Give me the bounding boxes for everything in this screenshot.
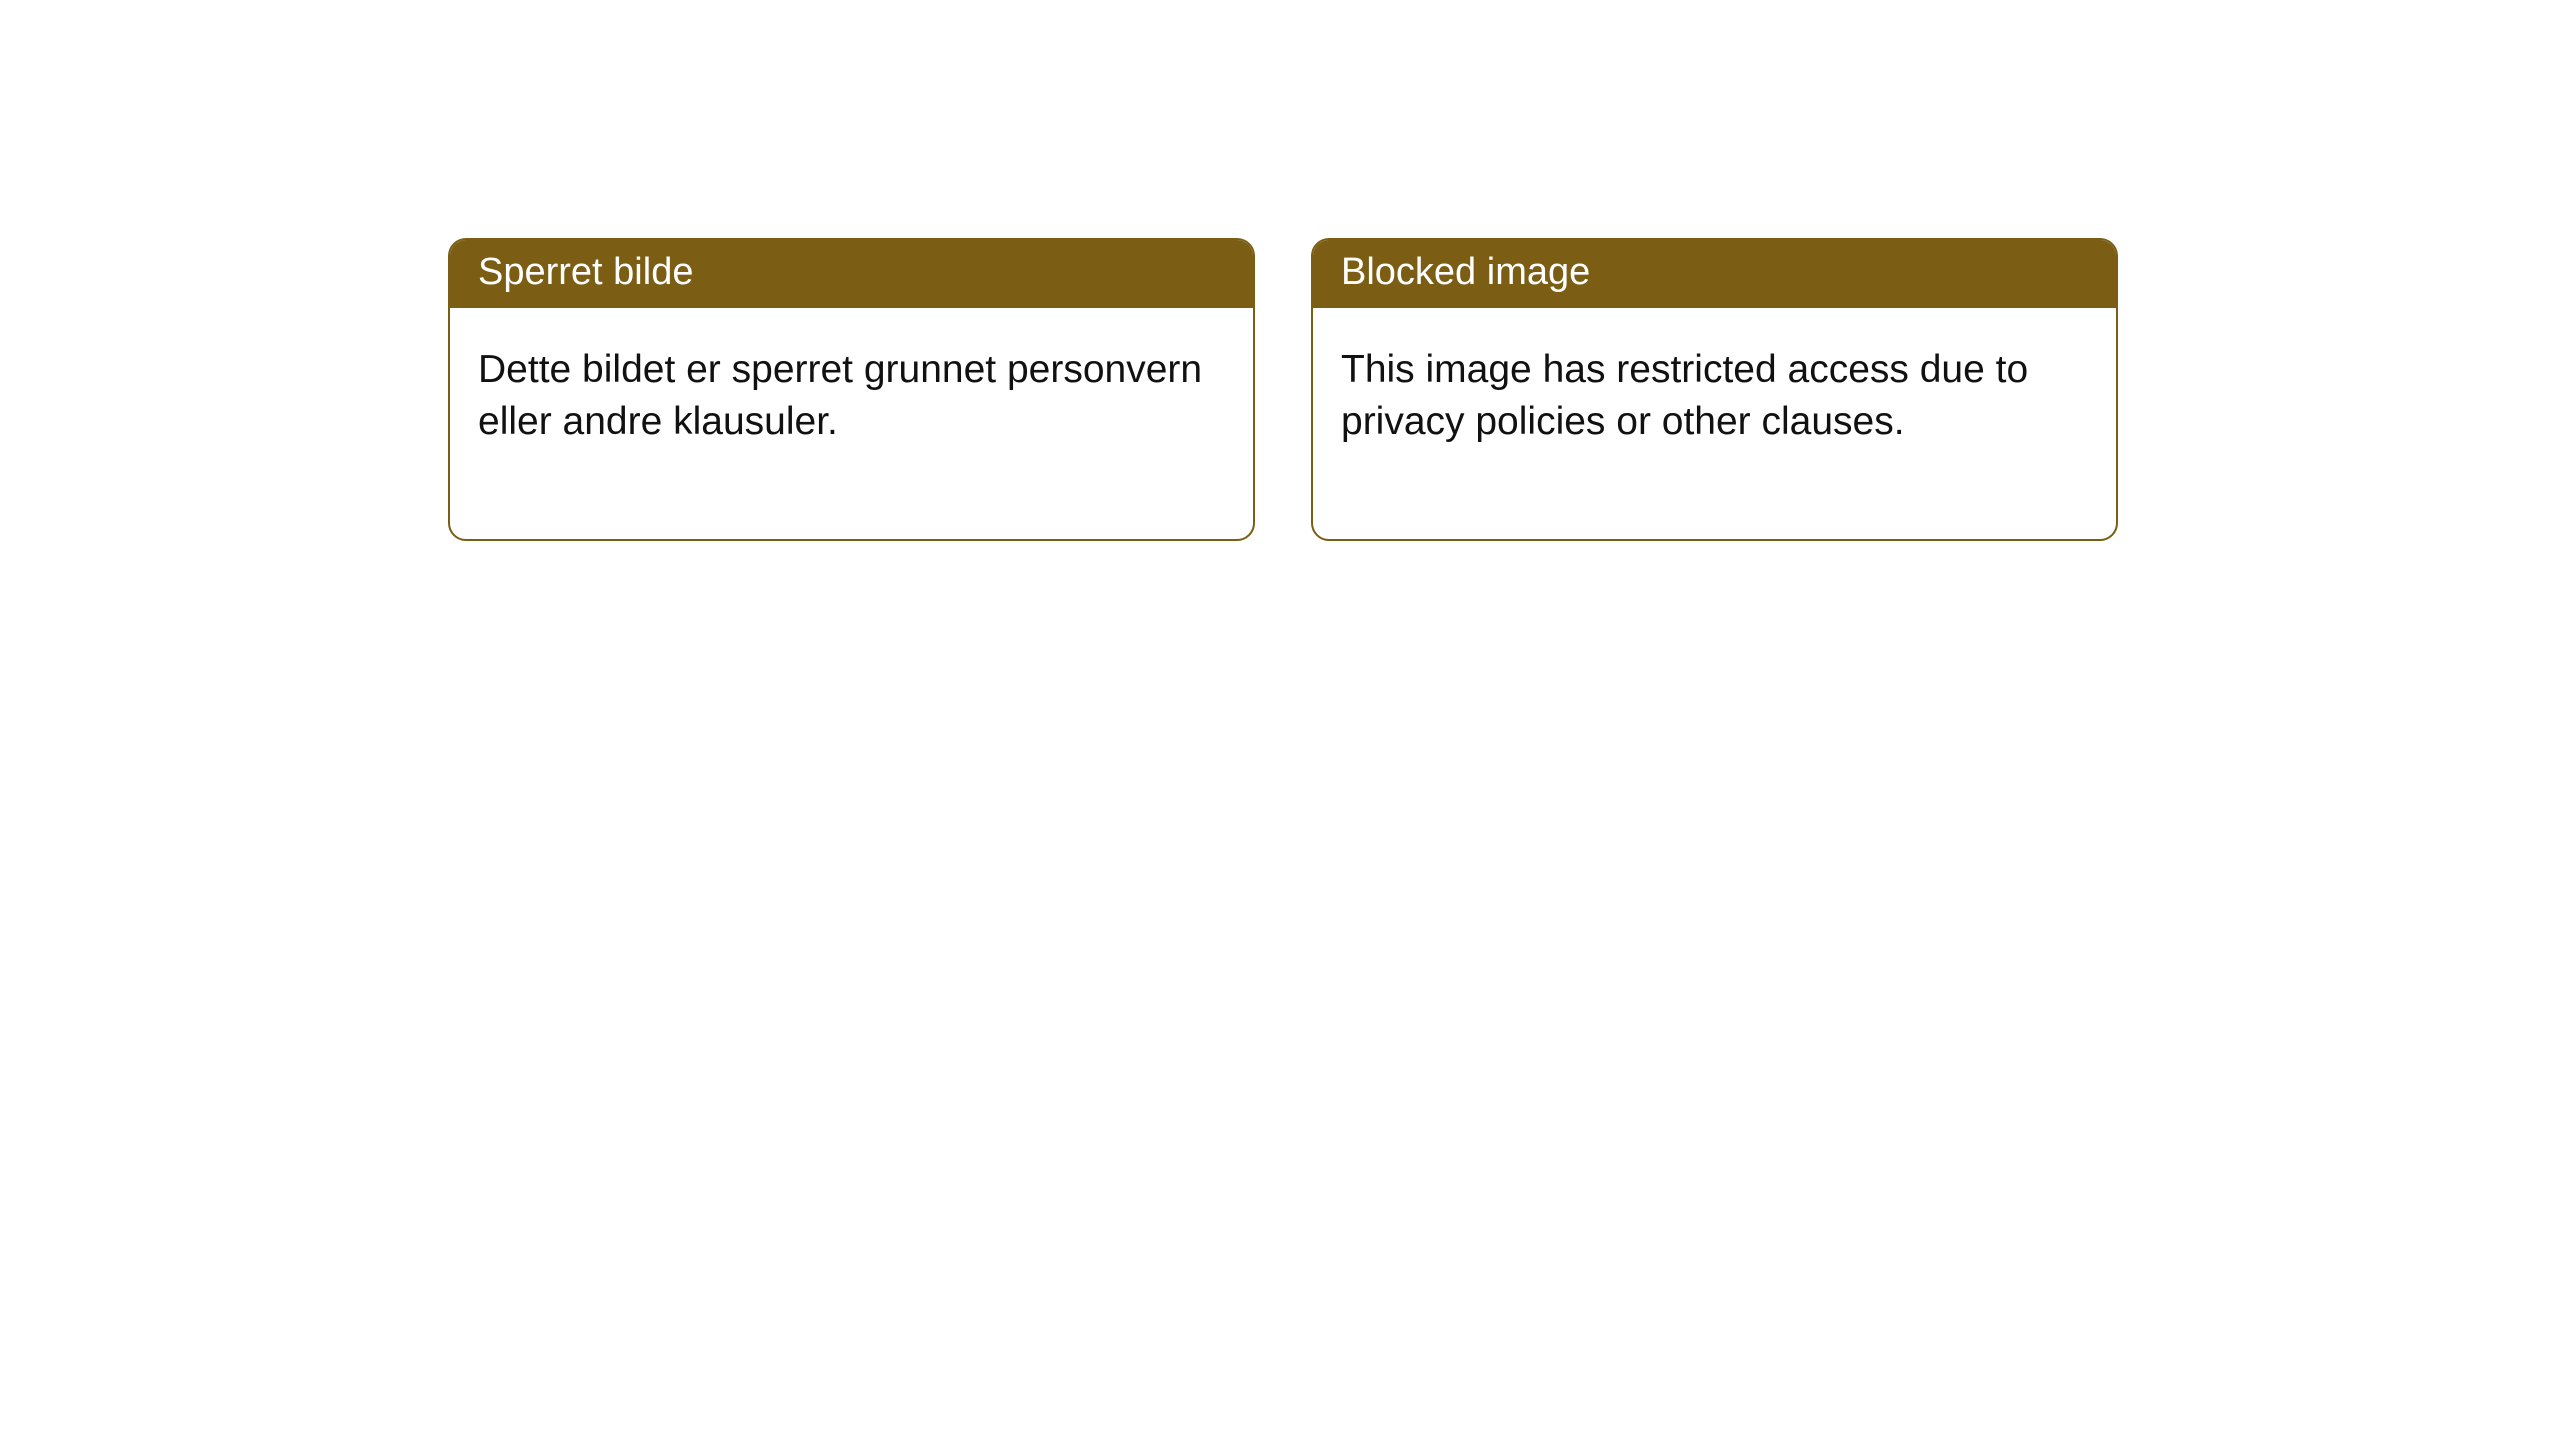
notice-card-norwegian: Sperret bilde Dette bildet er sperret gr… (448, 238, 1255, 541)
notice-card-body: Dette bildet er sperret grunnet personve… (450, 308, 1253, 539)
notice-card-title: Blocked image (1313, 240, 2116, 308)
notice-card-title: Sperret bilde (450, 240, 1253, 308)
notice-container: Sperret bilde Dette bildet er sperret gr… (448, 238, 2118, 541)
notice-card-english: Blocked image This image has restricted … (1311, 238, 2118, 541)
notice-card-body: This image has restricted access due to … (1313, 308, 2116, 539)
